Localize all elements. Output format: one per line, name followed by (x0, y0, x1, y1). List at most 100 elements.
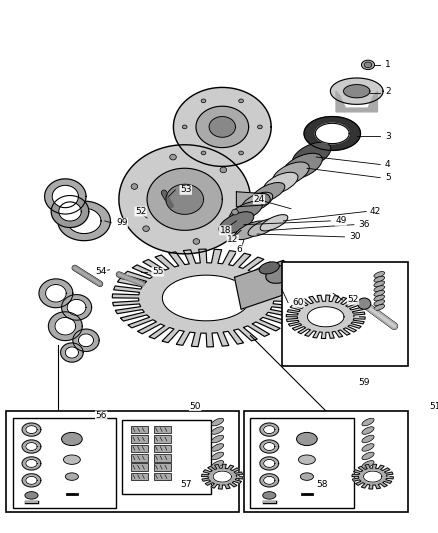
Ellipse shape (374, 281, 385, 287)
Text: 24: 24 (253, 195, 265, 204)
Ellipse shape (239, 151, 244, 155)
Ellipse shape (219, 212, 254, 234)
Polygon shape (166, 184, 204, 214)
Text: 57: 57 (180, 480, 191, 489)
Ellipse shape (212, 418, 224, 426)
Polygon shape (201, 464, 243, 489)
Ellipse shape (374, 304, 385, 310)
Polygon shape (45, 179, 86, 214)
Polygon shape (22, 457, 41, 470)
Ellipse shape (235, 221, 266, 240)
Bar (131, 463, 148, 471)
Text: 55: 55 (152, 267, 163, 276)
Text: 99: 99 (116, 219, 127, 227)
Bar (131, 435, 148, 443)
Polygon shape (300, 272, 333, 301)
Ellipse shape (374, 290, 385, 296)
Ellipse shape (374, 276, 385, 282)
Ellipse shape (212, 427, 224, 434)
Polygon shape (60, 343, 83, 362)
Polygon shape (173, 87, 271, 166)
Ellipse shape (298, 455, 315, 464)
Text: 49: 49 (335, 216, 346, 225)
Ellipse shape (248, 219, 277, 236)
Text: 52: 52 (135, 207, 146, 216)
Polygon shape (112, 249, 300, 347)
Text: 54: 54 (95, 267, 107, 276)
Polygon shape (26, 477, 37, 484)
Ellipse shape (201, 99, 206, 103)
Ellipse shape (25, 491, 38, 499)
Ellipse shape (252, 182, 285, 203)
Bar (251, 418, 354, 507)
Text: 2: 2 (385, 87, 391, 96)
Bar (131, 426, 148, 433)
Text: 42: 42 (370, 207, 381, 216)
Ellipse shape (170, 155, 177, 160)
Ellipse shape (358, 298, 371, 309)
Ellipse shape (241, 192, 273, 212)
Ellipse shape (212, 435, 224, 443)
Ellipse shape (362, 452, 374, 459)
Polygon shape (46, 285, 66, 302)
Ellipse shape (266, 265, 292, 284)
Ellipse shape (361, 60, 374, 70)
Ellipse shape (212, 452, 224, 459)
Polygon shape (48, 312, 82, 341)
Polygon shape (315, 123, 349, 143)
Ellipse shape (62, 432, 82, 446)
Ellipse shape (300, 473, 314, 480)
Polygon shape (364, 471, 382, 482)
Ellipse shape (239, 99, 244, 103)
Text: 18: 18 (219, 226, 231, 235)
Polygon shape (286, 295, 365, 338)
Polygon shape (343, 85, 370, 98)
Polygon shape (55, 318, 76, 335)
Polygon shape (65, 347, 78, 358)
Ellipse shape (182, 125, 187, 129)
Bar (154, 454, 170, 462)
Ellipse shape (374, 271, 385, 277)
Polygon shape (52, 185, 78, 208)
Polygon shape (162, 275, 250, 321)
Ellipse shape (263, 172, 298, 195)
Ellipse shape (212, 443, 224, 451)
Ellipse shape (362, 443, 374, 451)
Ellipse shape (259, 262, 279, 274)
Bar (122, 420, 211, 494)
Polygon shape (58, 201, 110, 240)
Text: 36: 36 (359, 220, 370, 229)
Bar (154, 463, 170, 471)
Ellipse shape (374, 295, 385, 301)
Bar (282, 262, 408, 366)
Polygon shape (260, 440, 279, 453)
Ellipse shape (232, 209, 238, 215)
Polygon shape (336, 91, 378, 112)
Ellipse shape (65, 473, 78, 480)
Text: 5: 5 (385, 173, 391, 182)
Ellipse shape (374, 300, 385, 305)
Bar (154, 435, 170, 443)
Polygon shape (73, 329, 99, 351)
Polygon shape (67, 208, 101, 233)
Polygon shape (22, 474, 41, 487)
Ellipse shape (193, 239, 200, 244)
Text: 12: 12 (227, 235, 238, 244)
Polygon shape (307, 306, 344, 327)
Bar (244, 411, 408, 512)
Ellipse shape (292, 142, 331, 168)
Polygon shape (26, 426, 37, 433)
Bar (131, 445, 148, 452)
Polygon shape (234, 261, 297, 309)
Polygon shape (26, 459, 37, 467)
Polygon shape (39, 279, 73, 308)
Ellipse shape (230, 201, 262, 222)
Polygon shape (264, 442, 275, 450)
Ellipse shape (282, 154, 322, 180)
Bar (131, 473, 148, 480)
Polygon shape (62, 295, 92, 320)
Ellipse shape (258, 125, 262, 129)
Bar (6, 411, 239, 512)
Text: 4: 4 (385, 160, 391, 169)
Text: 3: 3 (385, 132, 391, 141)
